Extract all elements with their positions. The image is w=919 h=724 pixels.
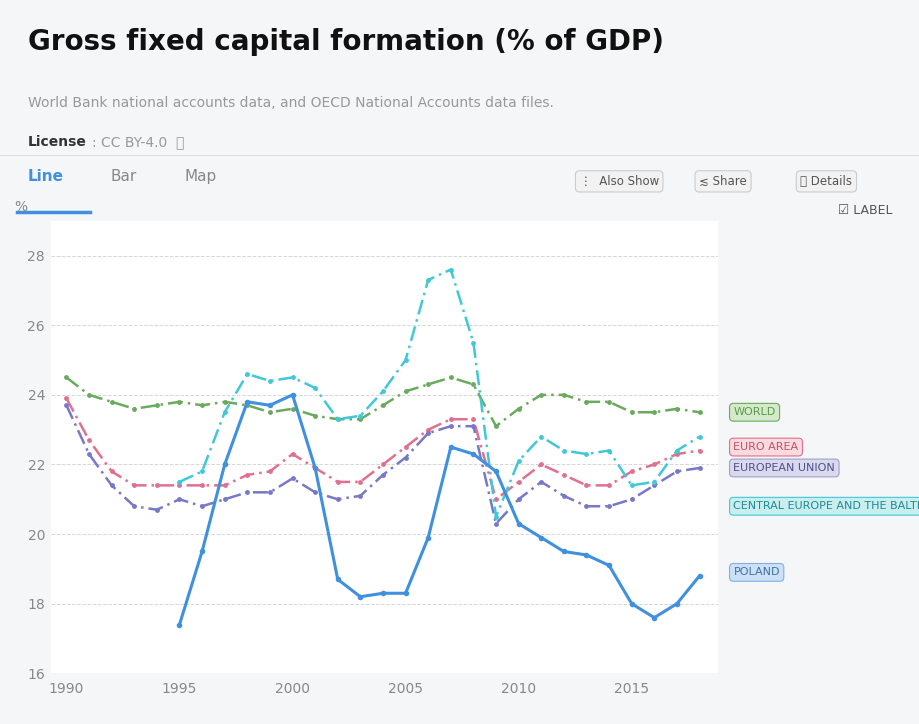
Text: ⋮  Also Show: ⋮ Also Show bbox=[579, 175, 658, 188]
Text: Map: Map bbox=[184, 169, 216, 185]
Text: ☑ LABEL: ☑ LABEL bbox=[837, 204, 891, 217]
Text: WORLD: WORLD bbox=[732, 408, 775, 417]
Text: Bar: Bar bbox=[110, 169, 137, 185]
Text: EURO AREA: EURO AREA bbox=[732, 442, 798, 452]
Text: POLAND: POLAND bbox=[732, 568, 779, 577]
Text: Line: Line bbox=[28, 169, 63, 185]
Text: ⓘ Details: ⓘ Details bbox=[800, 175, 852, 188]
Text: ≲ Share: ≲ Share bbox=[698, 175, 746, 188]
Text: Gross fixed capital formation (% of GDP): Gross fixed capital formation (% of GDP) bbox=[28, 28, 663, 56]
Text: License: License bbox=[28, 135, 86, 149]
Text: CENTRAL EUROPE AND THE BALTICS: CENTRAL EUROPE AND THE BALTICS bbox=[732, 501, 919, 511]
Text: EUROPEAN UNION: EUROPEAN UNION bbox=[732, 463, 834, 473]
Text: World Bank national accounts data, and OECD National Accounts data files.: World Bank national accounts data, and O… bbox=[28, 96, 553, 109]
Text: : CC BY-4.0  ⓘ: : CC BY-4.0 ⓘ bbox=[92, 135, 185, 149]
Text: %: % bbox=[14, 200, 27, 214]
